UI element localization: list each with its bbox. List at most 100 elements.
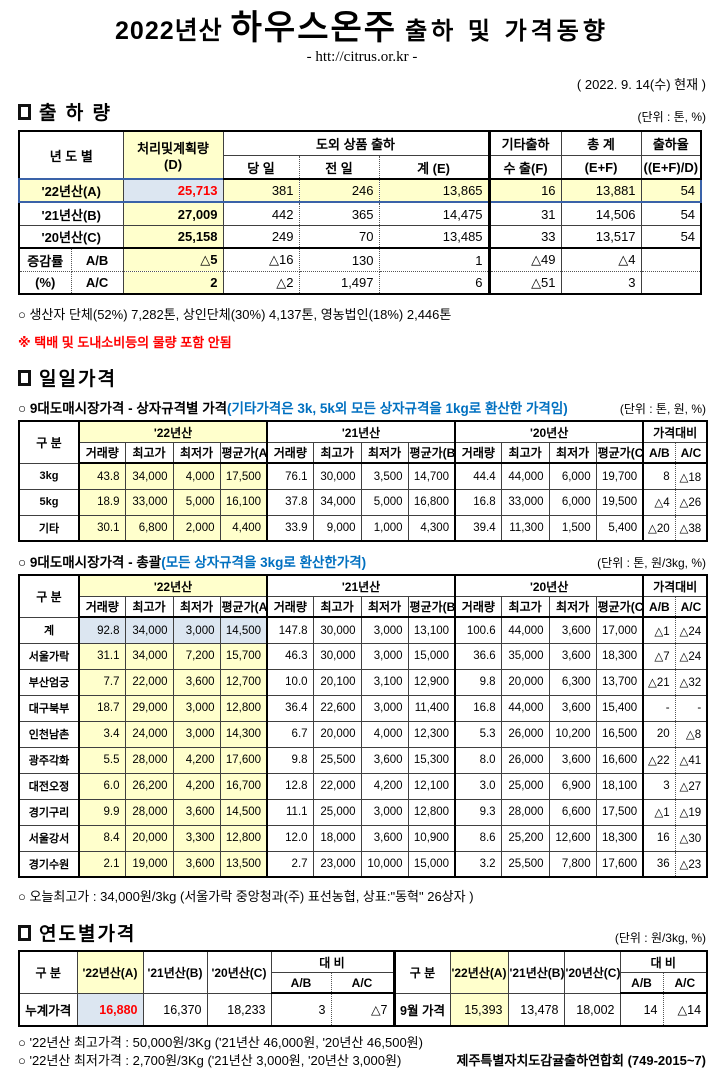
yearly-left-compare-header: 대 비 [270, 950, 395, 973]
price-cell: 44,000 [500, 462, 550, 490]
sub-today-header: 당 일 [222, 154, 300, 181]
price-cell: 3,000 [360, 616, 409, 644]
shipment-cell: △51 [488, 270, 562, 295]
price-cell: 1,500 [548, 514, 597, 542]
price-cell: 35,000 [500, 642, 550, 670]
change-label: 증감률 [18, 247, 72, 272]
price-cell: 15,300 [407, 746, 457, 774]
group-outbound-header: 도외 상품 출하 [222, 130, 491, 156]
metric-header: 최저가 [360, 441, 409, 465]
price-cell: 4,200 [172, 746, 221, 774]
price-cell: 12,900 [407, 668, 457, 696]
price-cell: 33,000 [124, 488, 174, 516]
shipment-cell: 31 [488, 201, 562, 226]
document-header: 2022년산 하우스온주 출하 및 가격동향 - htt://citrus.or.k… [18, 9, 706, 66]
price-cell: 9.3 [454, 798, 502, 826]
price-cell: 46.3 [266, 642, 314, 670]
box-price-unit: (단위 : 톤, 원, %) [619, 402, 706, 417]
market-label: 대구북부 [18, 694, 80, 722]
shipment-cell: 1 [378, 247, 491, 272]
sum-price-subheader: ○ 9대도매시장가격 - 총괄(모든 상자규격을 3kg로 환산한가격) (단위… [18, 551, 706, 571]
price-cell: 9.9 [78, 798, 126, 826]
sub-sum-header: 계 (E) [378, 154, 491, 181]
price-cell: 13,100 [407, 616, 457, 644]
price-cell: 30,000 [312, 616, 362, 644]
price-cell: 16 [642, 824, 676, 852]
price-cell: 92.8 [78, 616, 126, 644]
price-cell: 4,000 [360, 720, 409, 748]
yearly-right-compare-header: 대 비 [619, 950, 708, 973]
shipment-cell: 16 [488, 178, 562, 204]
price-cell: 5,000 [360, 488, 409, 516]
change-sublabel: A/B [70, 247, 124, 272]
metric-header: 최고가 [500, 595, 550, 619]
price-cell: 3,600 [360, 824, 409, 852]
price-cell: 4,200 [172, 772, 221, 800]
box-price-subheader: ○ 9대도매시장가격 - 상자규격별 가격(기타가격은 3k, 5k외 모든 상… [18, 397, 706, 417]
price-cell: △7 [642, 642, 676, 670]
price-row: 계 92.8 34,000 3,000 14,500 147.8 30,000 3,000 13… [18, 616, 708, 644]
section-daily-label: 일일가격 [39, 369, 117, 391]
price-cell: △32 [674, 668, 708, 696]
price-cell: 3.4 [78, 720, 126, 748]
shipment-cell: 249 [222, 224, 300, 249]
shipment-cell: 54 [640, 201, 702, 226]
price-cell: △21 [642, 668, 676, 696]
yearly-right-ab-header: A/B [619, 971, 664, 995]
shipment-cell [640, 270, 702, 295]
price-cell: 17,600 [219, 746, 269, 774]
price-cell: 18,300 [595, 824, 645, 852]
price-cell: 2.7 [266, 850, 314, 878]
price-cell: 20,100 [312, 668, 362, 696]
price-cell: 3 [642, 772, 676, 800]
price-cell: 31.1 [78, 642, 126, 670]
price-subheader-row: 거래량 최고가 최저가 평균가(A) 거래량 최고가 최저가 평균가(B) 거래량 최고가 최저가 평… [19, 441, 708, 465]
price-cell: 33,000 [500, 488, 550, 516]
col-rate-sub-header: ((E+F)/D) [640, 154, 702, 181]
price-cell: 36.4 [266, 694, 314, 722]
price-cell: 44,000 [500, 694, 550, 722]
col-etc-sub-header: 수 출(F) [488, 154, 562, 181]
price-cell: 7,800 [548, 850, 597, 878]
col-total-header: 총 계 [560, 130, 642, 156]
shipment-cell: △16 [222, 247, 300, 272]
price-cell: 24,000 [124, 720, 174, 748]
price-subheader-row: 거래량 최고가 최저가 평균가(A) 거래량 최고가 최저가 평균가(B) 거래량 최고가 최저가 평… [19, 595, 708, 619]
price-cell: 11,400 [407, 694, 457, 722]
col-label-header: 구 분 [18, 574, 80, 618]
price-cell: 3,600 [548, 694, 597, 722]
section-yearly-title: 연도별가격 [18, 919, 136, 946]
year-group-header: '20년산 [454, 574, 645, 597]
shipment-cell [640, 247, 702, 272]
price-cell: 12,700 [219, 668, 269, 696]
price-cell: △26 [674, 488, 708, 516]
yearly-unit-label: (단위 : 원/3kg, %) [614, 931, 706, 946]
shipment-cell: 381 [222, 178, 300, 204]
price-cell: 6,000 [548, 488, 597, 516]
price-cell: △24 [674, 642, 708, 670]
price-cell: 20 [642, 720, 676, 748]
price-cell: 1,000 [360, 514, 409, 542]
price-cell: - [674, 694, 708, 722]
price-cell: 6,000 [548, 462, 597, 490]
price-cell: △30 [674, 824, 708, 852]
year-group-header: 가격대비 [642, 420, 708, 443]
price-cell: 15,700 [219, 642, 269, 670]
price-row: 대전오정 6.0 26,200 4,200 16,700 12.8 22,000 4,200 1… [18, 772, 708, 800]
price-cell: 8 [642, 462, 676, 490]
shipment-cell: △49 [488, 247, 562, 272]
col-plan-line1: 처리및계획량 [137, 141, 209, 157]
market-label: 3kg [18, 462, 80, 490]
price-cell: 9,000 [312, 514, 362, 542]
sub-prev-header: 전 일 [298, 154, 380, 181]
yearly-right-ab-value: 14 [619, 992, 664, 1027]
sum-price-title-paren: (모든 상자규격을 3kg로 환산한가격) [161, 555, 367, 571]
price-header-row: 구 분 '22년산 '21년산 '20년산 가격대비 [18, 420, 708, 464]
price-cell: 13,500 [219, 850, 269, 878]
shipment-year-row: '20년산(C) 25,158 249 70 13,485 33 13,517 54 [18, 224, 702, 249]
price-cell: 8.6 [454, 824, 502, 852]
producer-note: ○ 생산자 단체(52%) 7,282톤, 상인단체(30%) 4,137톤, … [18, 307, 452, 323]
price-cell: 16,700 [219, 772, 269, 800]
market-label: 서울가락 [18, 642, 80, 670]
metric-header: 평균가(C) [595, 441, 645, 465]
